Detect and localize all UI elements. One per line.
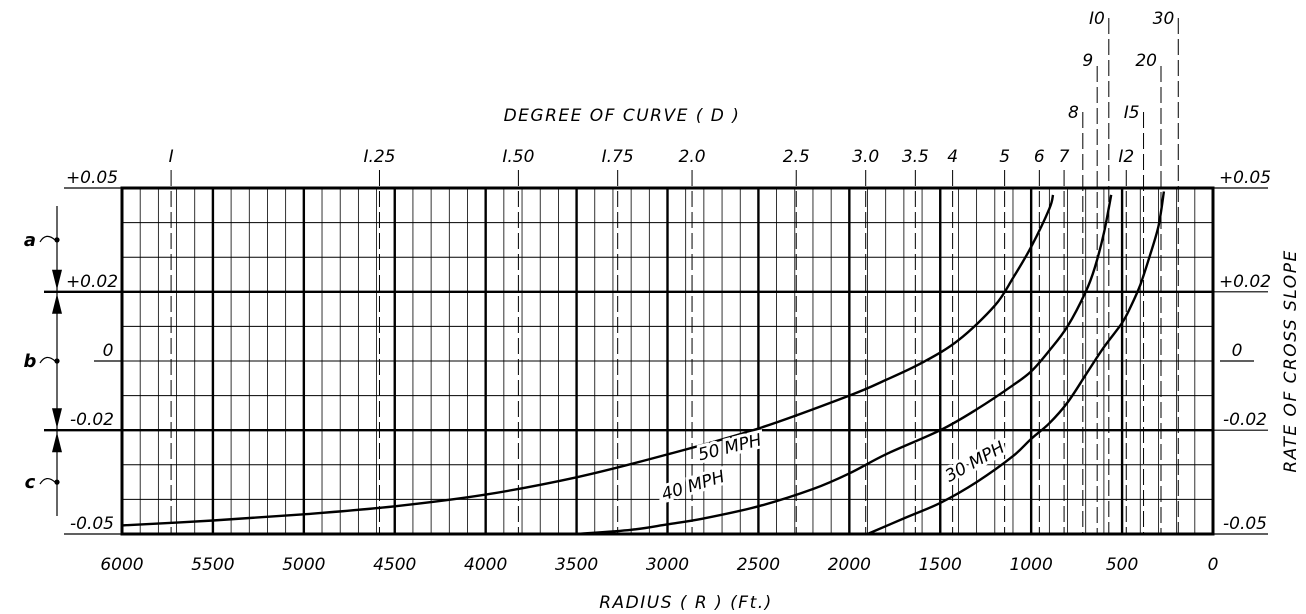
x-tick-label: 4000 [464, 555, 507, 575]
degree-tick-label: I [169, 147, 174, 167]
degree-tick-label: 2.0 [679, 147, 706, 167]
zone-leader [39, 356, 56, 364]
degree-tick-label: 20 [1135, 51, 1157, 71]
zone-markers: a b c [24, 206, 62, 516]
x-tick-labels: 6000 5500 5000 4500 4000 3500 3000 2500 2000 1500… [100, 555, 1218, 575]
degree-tick-label: 5 [999, 147, 1010, 167]
zone-arrow [52, 408, 62, 429]
y-left-tick-label: 0 [103, 341, 114, 361]
degree-tick-labels: I I.25 I.50 I.75 2.0 2.5 3.0 3.5 4 5 6 7 8 9 I0 I2 I5 20 3… [169, 9, 1175, 167]
zone-arrow [52, 432, 62, 453]
curves [121, 191, 1166, 536]
x-tick-label: 6000 [100, 555, 143, 575]
zone-arrow [52, 293, 62, 314]
y-left-tick-label: +0.05 [66, 168, 118, 188]
x-tick-label: 3000 [646, 555, 689, 575]
y-left-tick-label: -0.02 [70, 410, 114, 430]
y-right-tick-label: +0.02 [1219, 272, 1271, 292]
x-tick-label: 2000 [828, 555, 871, 575]
curve-40-mph [576, 194, 1113, 536]
zone-dot [54, 479, 60, 485]
x-axis-label: RADIUS ( R ) (Ft.) [599, 593, 773, 613]
zone-label: c [25, 472, 36, 493]
degree-tick-label: I5 [1124, 103, 1140, 123]
x-tick-label: 5500 [191, 555, 234, 575]
degree-tick-label: 30 [1153, 9, 1175, 29]
series-label: 50 MPH [696, 430, 764, 465]
degree-tick-label: 2.5 [783, 147, 810, 167]
degree-tick-label: I2 [1118, 147, 1134, 167]
curve-30-mph [867, 191, 1166, 536]
degree-tick-label: 8 [1068, 103, 1079, 123]
degree-tick-label: I.75 [602, 147, 634, 167]
x-tick-label: 2500 [737, 555, 780, 575]
y-left-tick-labels: +0.05 +0.02 0 -0.02 -0.05 [66, 168, 118, 534]
plot-frame [120, 186, 1215, 536]
degree-lines [170, 18, 1179, 534]
curve-50-mph [121, 194, 1055, 527]
x-tick-label: 4500 [373, 555, 416, 575]
y-left-tick-label: +0.02 [66, 272, 118, 292]
y-axis-label: RATE OF CROSS SLOPE [1281, 249, 1301, 472]
x-tick-label: 500 [1106, 555, 1138, 575]
x-tick-label: 1500 [919, 555, 962, 575]
zone-dot [54, 237, 60, 243]
degree-tick-label: 4 [947, 147, 958, 167]
y-left-tick-label: -0.05 [70, 514, 114, 534]
degree-tick-label: 7 [1059, 147, 1070, 167]
degree-tick-label: I0 [1089, 9, 1105, 29]
y-right-tick-label: -0.05 [1223, 514, 1267, 534]
degree-tick-label: I.25 [363, 147, 395, 167]
zone-dot [54, 358, 60, 364]
x-tick-label: 1000 [1010, 555, 1053, 575]
degree-tick-label: 3.5 [902, 147, 929, 167]
degree-tick-label: 9 [1082, 51, 1093, 71]
degree-tick-label: 6 [1034, 147, 1045, 167]
zone-leader [39, 478, 56, 485]
x-tick-label: 5000 [282, 555, 325, 575]
y-right-tick-label: -0.02 [1223, 410, 1267, 430]
degree-tick-label: I.50 [502, 147, 534, 167]
major-grid [44, 187, 1268, 535]
y-right-tick-label: 0 [1232, 341, 1243, 361]
x-tick-label: 3500 [555, 555, 598, 575]
zone-label: a [24, 230, 36, 251]
y-right-tick-labels: +0.05 +0.02 0 -0.02 -0.05 [1219, 168, 1271, 534]
zone-label: b [24, 351, 37, 372]
chart-title: DEGREE OF CURVE ( D ) [504, 106, 741, 126]
x-tick-label: 0 [1208, 555, 1219, 575]
series-label: 30 MPH [942, 438, 1009, 487]
zone-leader [39, 235, 56, 243]
degree-tick-label: 3.0 [852, 147, 879, 167]
y-right-tick-label: +0.05 [1219, 168, 1271, 188]
zone-arrow [52, 269, 62, 290]
